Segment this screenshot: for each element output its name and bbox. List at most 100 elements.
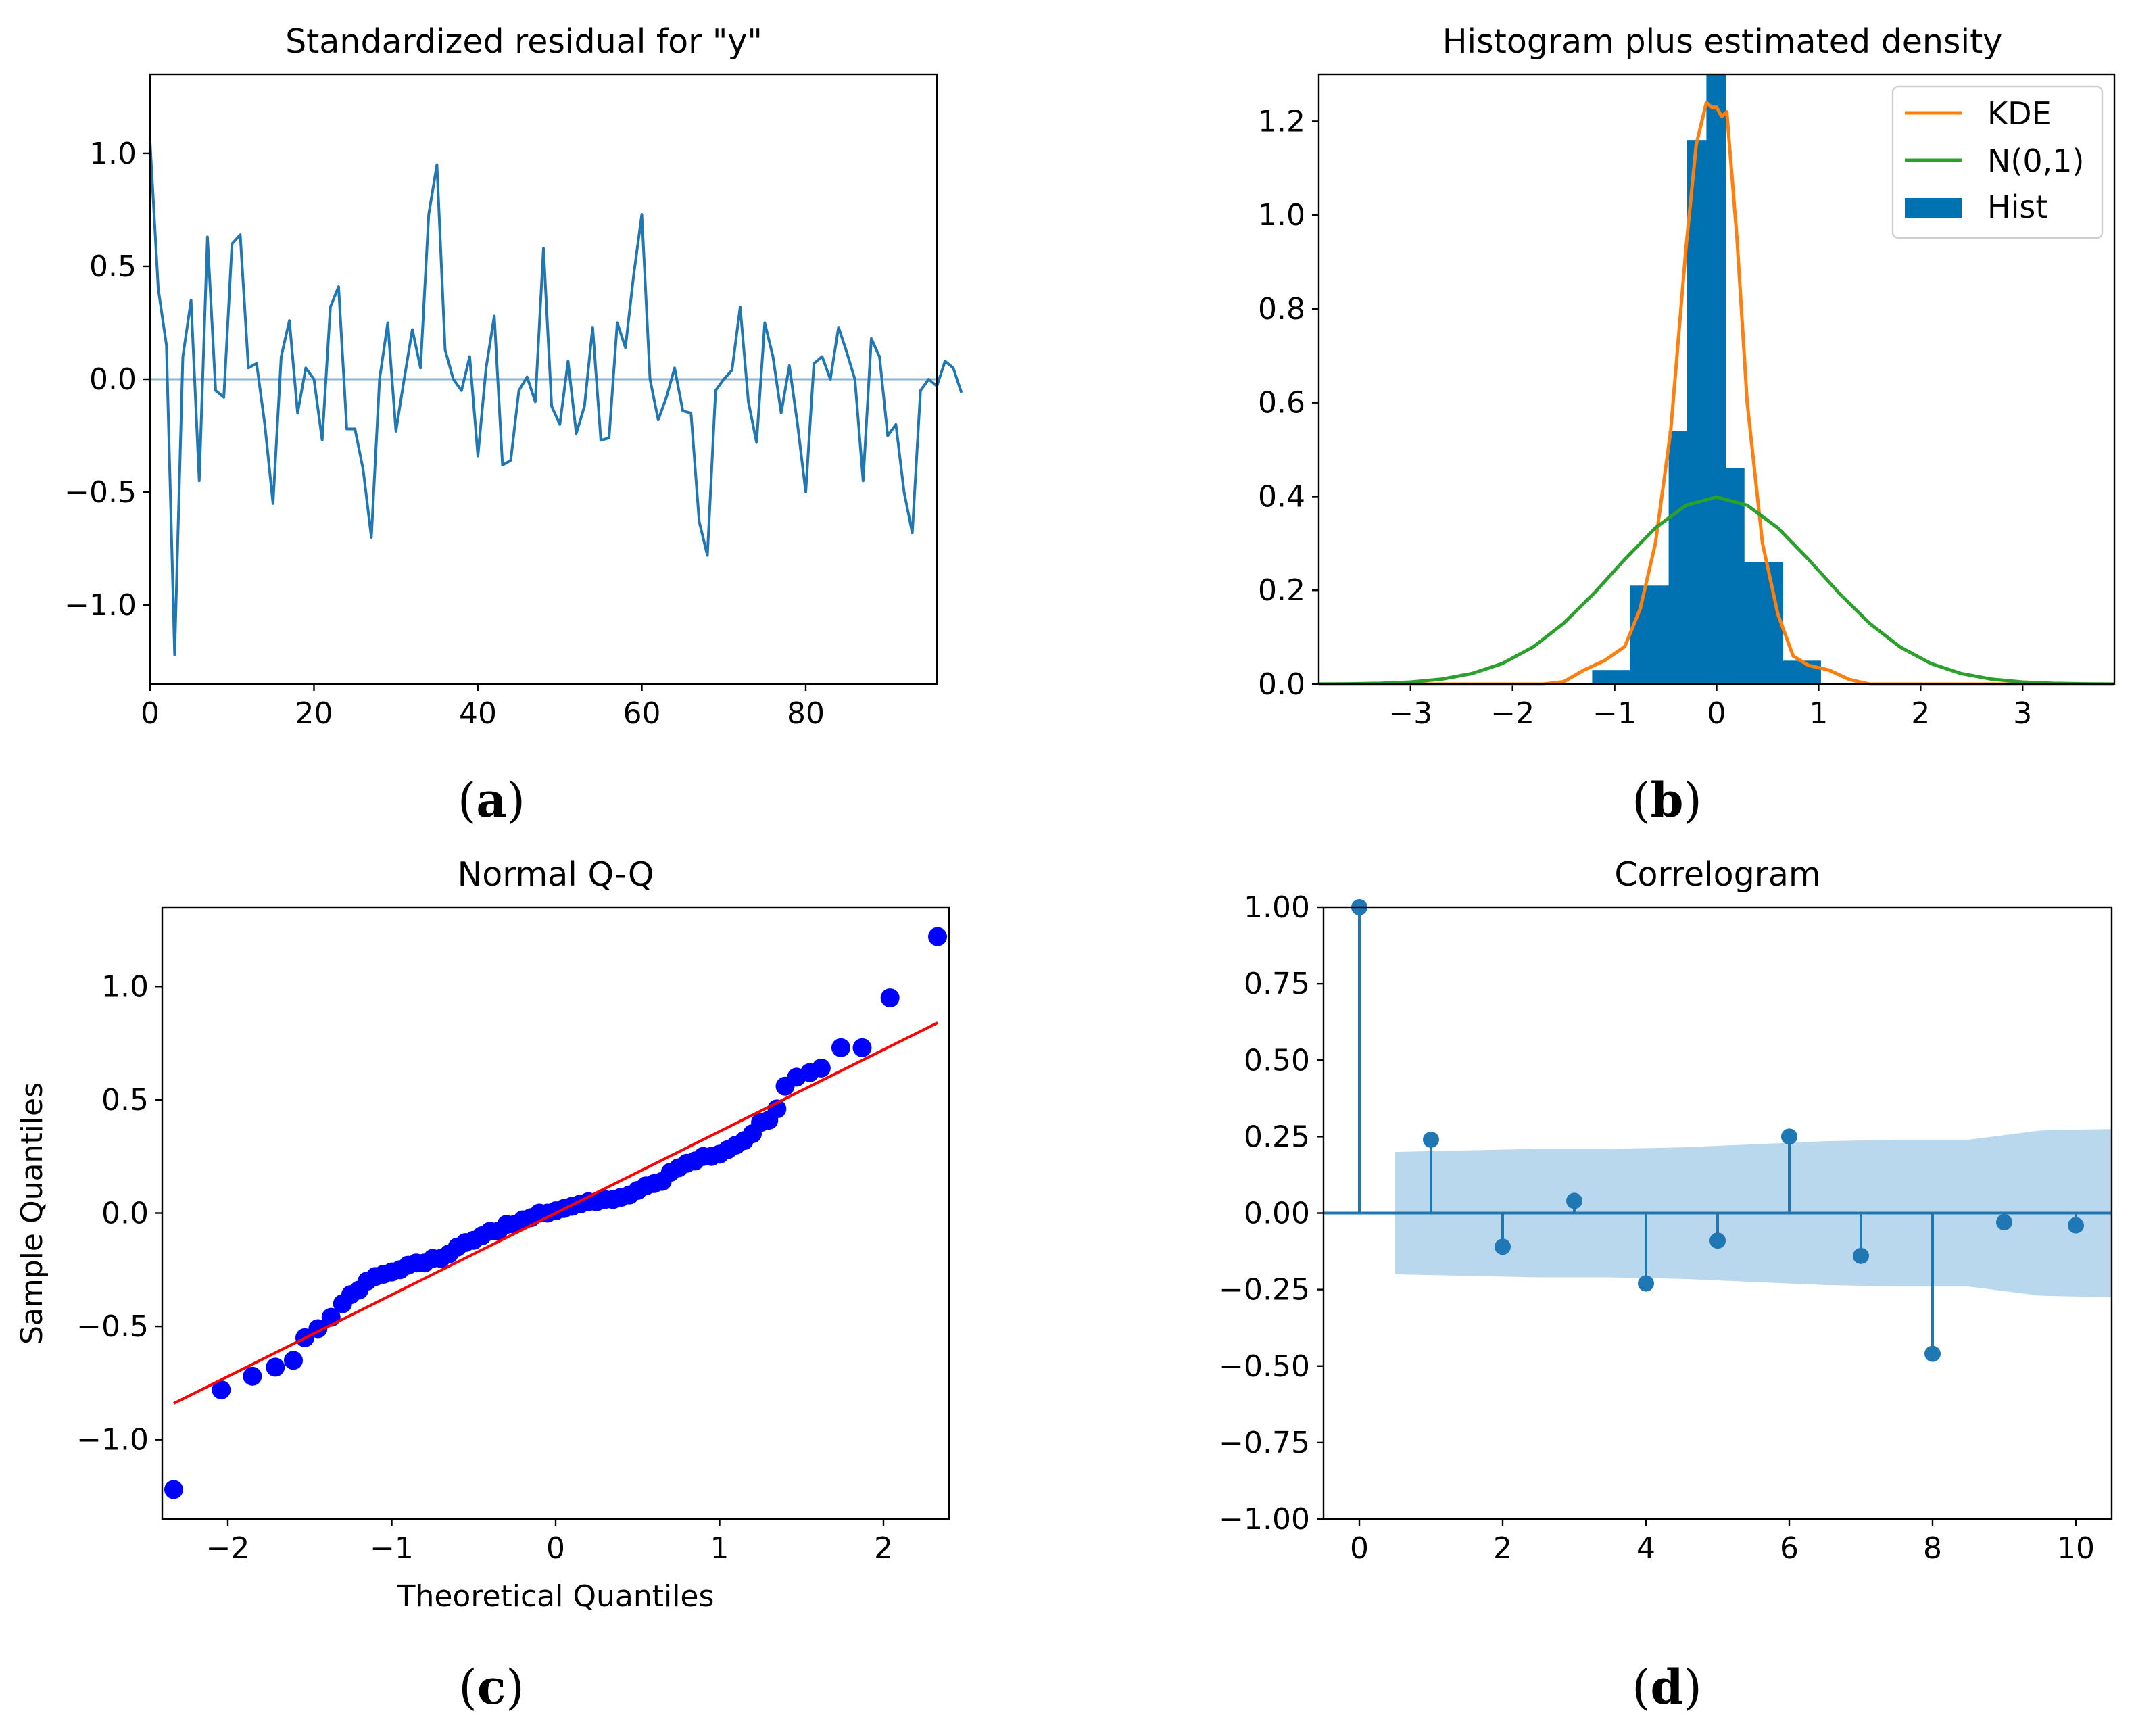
x-tick-label: 2 [1911, 696, 1930, 731]
x-tick-label: 1 [1809, 696, 1828, 731]
y-tick-label: −0.25 [1219, 1273, 1310, 1307]
x-tick-label: −2 [1490, 696, 1534, 731]
y-tick-label: −0.75 [1219, 1426, 1310, 1460]
x-tick-label: 6 [1780, 1531, 1799, 1566]
y-tick-label: 0.50 [1244, 1043, 1310, 1078]
legend-hist-label: Hist [1987, 189, 2047, 225]
chart-title: Standardized residual for "y" [285, 22, 762, 61]
qq-point [852, 1038, 872, 1057]
acf-marker [1566, 1192, 1582, 1209]
legend-hist-swatch [1905, 198, 1962, 218]
y-tick-label: −1.0 [64, 588, 137, 623]
y-axis-label: Sample Quantiles [15, 1082, 49, 1345]
acf-marker [1709, 1232, 1726, 1249]
x-tick-label: 4 [1636, 1531, 1655, 1566]
acf-marker [1853, 1247, 1869, 1264]
x-ticks: 0 2 4 6 8 10 [1350, 1519, 2095, 1566]
chart-title: Normal Q-Q [458, 855, 654, 894]
residual-line [149, 142, 963, 656]
plot-area [149, 142, 963, 656]
y-tick-label: 0.0 [89, 362, 137, 397]
y-tick-label: −0.5 [76, 1309, 149, 1344]
qq-point [284, 1351, 303, 1370]
y-tick-label: −0.50 [1219, 1349, 1310, 1384]
x-tick-label: 3 [2013, 696, 2032, 731]
plot-area [164, 927, 948, 1499]
qq-reference-line [173, 1021, 938, 1405]
x-tick-label: 20 [295, 696, 333, 731]
y-ticks: −1.0 −0.5 0.0 0.5 1.0 [76, 969, 162, 1457]
histogram-bar [1744, 562, 1764, 684]
x-tick-label: −3 [1388, 696, 1432, 731]
acf-marker [1996, 1214, 2012, 1231]
acf-marker [1495, 1238, 1511, 1255]
x-tick-label: −1 [1593, 696, 1636, 731]
plot-area [1324, 899, 2112, 1362]
subfigure-caption: (b) [1632, 772, 1702, 828]
axes-frame [1322, 906, 2113, 1520]
chart-title: Correlogram [1614, 855, 1820, 894]
qq-point [880, 988, 900, 1008]
y-tick-label: 0.00 [1244, 1197, 1310, 1231]
y-tick-label: −1.00 [1219, 1502, 1310, 1537]
histogram-bar [1783, 660, 1803, 684]
x-tick-label: 2 [874, 1531, 893, 1566]
x-tick-label: 0 [1350, 1531, 1369, 1566]
acf-marker [1423, 1131, 1439, 1148]
x-tick-label: 80 [787, 696, 825, 731]
y-tick-label: 0.2 [1258, 573, 1305, 608]
legend: KDE N(0,1) Hist [1891, 85, 2104, 239]
kde-curve [1319, 101, 2114, 686]
y-tick-label: 1.0 [1258, 198, 1305, 233]
panel-d-correlogram-chart: Correlogram −1.00 −0.75 −0.50 −0.25 0.00 0.25… [1219, 855, 2113, 1715]
y-tick-label: −0.5 [64, 475, 137, 510]
histogram-bar [1649, 585, 1670, 684]
histogram-bar [1592, 670, 1612, 684]
y-tick-label: 1.2 [1258, 104, 1305, 139]
y-tick-label: 0.0 [101, 1197, 149, 1231]
qq-point [212, 1380, 231, 1399]
x-tick-label: −2 [206, 1531, 250, 1566]
histogram-bar [1630, 585, 1650, 684]
histogram-bar [1706, 74, 1726, 684]
x-tick-label: 10 [2057, 1531, 2095, 1566]
qq-point [831, 1038, 850, 1057]
y-tick-label: 0.4 [1258, 479, 1305, 514]
y-tick-label: 0.0 [1258, 667, 1305, 702]
x-tick-label: −1 [370, 1531, 414, 1566]
qq-point [928, 927, 948, 946]
legend-normal-label: N(0,1) [1987, 143, 2084, 179]
axes-frame [161, 906, 950, 1520]
x-tick-label: 2 [1493, 1531, 1512, 1566]
y-tick-label: 0.25 [1244, 1119, 1310, 1154]
y-tick-label: 1.0 [101, 969, 149, 1004]
y-tick-label: −1.0 [76, 1423, 149, 1457]
acf-marker [1924, 1345, 1941, 1362]
panel-b-histogram-chart: Histogram plus estimated density 0.00.20… [1258, 22, 2116, 828]
x-axis-label: Theoretical Quantiles [397, 1579, 714, 1614]
axes-frame [149, 73, 938, 685]
y-tick-label: 0.5 [101, 1083, 149, 1117]
y-ticks: 0.0 0.2 0.4 0.6 0.8 1.0 1.2 [1258, 104, 1319, 702]
chart-title: Histogram plus estimated density [1442, 22, 2003, 61]
histogram-bar [1687, 140, 1707, 685]
y-tick-label: 0.5 [89, 249, 137, 284]
acf-marker [1638, 1275, 1654, 1292]
y-tick-label: 0.75 [1244, 967, 1310, 1001]
y-tick-label: 0.8 [1258, 292, 1305, 327]
normal-curve [1318, 495, 2115, 686]
qq-point [266, 1357, 285, 1377]
y-tick-label: 0.6 [1258, 386, 1305, 420]
x-tick-label: 0 [1707, 696, 1726, 731]
y-tick-label: 1.0 [89, 137, 137, 171]
histogram-bar [1668, 431, 1688, 684]
x-ticks: 0 20 40 60 80 [141, 684, 825, 731]
y-ticks: −1.0 −0.5 0.0 0.5 1.0 [64, 137, 150, 623]
y-ticks: −1.00 −0.75 −0.50 −0.25 0.00 0.25 0.50 0.75 1.00 [1219, 890, 1324, 1537]
qq-point [164, 1480, 183, 1499]
subfigure-caption: (c) [458, 1659, 524, 1715]
subfigure-caption: (d) [1632, 1659, 1702, 1715]
x-tick-label: 60 [623, 696, 661, 731]
panel-c-qq-chart: Normal Q-Q −1.0 −0.5 0.0 0.5 1.0 −2 −1 0 1 2 The… [15, 855, 950, 1715]
